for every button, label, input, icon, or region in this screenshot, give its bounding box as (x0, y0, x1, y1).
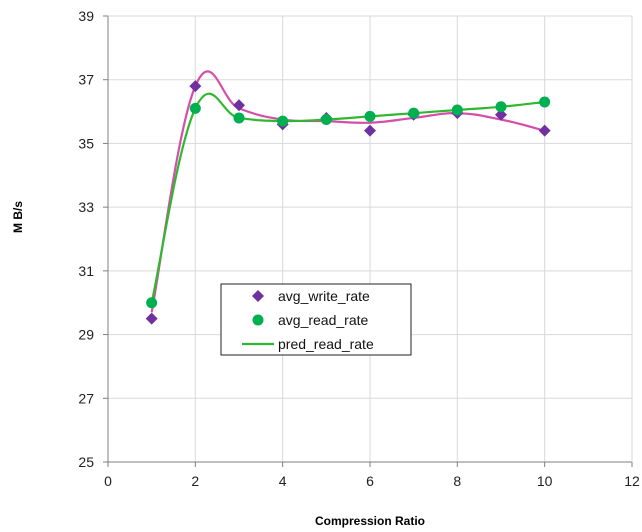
legend-marker-avg_write_rate (252, 290, 264, 302)
y-axis-title: M B/s (11, 201, 25, 233)
grid-layer (108, 15, 633, 462)
avg_write_rate-point-1 (189, 80, 202, 93)
x-tick-label-3: 6 (366, 473, 374, 489)
x-tick-label-1: 2 (191, 473, 199, 489)
y-tick-label-2: 29 (78, 327, 94, 343)
legend-label-pred_read_rate: pred_read_rate (278, 336, 374, 352)
avg_read_rate-point-2 (233, 112, 245, 124)
avg_read_rate-point-0 (146, 297, 158, 309)
avg_write_rate-point-0 (145, 312, 158, 325)
y-tick-label-1: 27 (78, 390, 94, 406)
avg_write_rate-point-9 (538, 124, 551, 137)
legend-label-avg_read_rate: avg_read_rate (278, 312, 369, 328)
avg_read_rate-point-9 (539, 96, 551, 108)
legend-items: avg_write_rate avg_read_rate pred_read_rat… (242, 288, 374, 352)
x-tick-label-0: 0 (104, 473, 112, 489)
avg_read_rate-point-6 (408, 107, 420, 119)
ticks-layer: 0 2 4 6 8 10 12 25 27 29 31 33 35 37 39 (78, 8, 640, 489)
y-tick-label-4: 33 (78, 199, 94, 215)
avg_read_rate-point-8 (495, 101, 507, 113)
avg_write_rate-point-5 (364, 124, 376, 137)
legend: avg_write_rate avg_read_rate pred_read_rat… (220, 283, 412, 356)
y-tick-label-3: 31 (78, 263, 94, 279)
x-axis-title: Compression Ratio (315, 514, 425, 528)
y-tick-label-0: 25 (78, 454, 94, 470)
markers-layer (145, 80, 551, 325)
avg_read_rate-point-7 (451, 104, 463, 116)
avg_read_rate-point-5 (364, 110, 376, 122)
avg_read_rate-point-1 (189, 102, 201, 114)
avg_read_rate-point-3 (277, 115, 289, 127)
x-tick-label-2: 4 (279, 473, 287, 489)
legend-label-avg_write_rate: avg_write_rate (278, 288, 370, 304)
x-tick-label-6: 12 (624, 473, 640, 489)
y-tick-label-6: 37 (78, 72, 94, 88)
avg_write_rate-point-8 (495, 108, 507, 121)
y-tick-label-7: 39 (78, 8, 94, 24)
avg_read_rate-point-4 (320, 114, 332, 126)
legend-marker-avg_read_rate (252, 314, 264, 326)
x-tick-label-4: 8 (453, 473, 461, 489)
y-tick-label-5: 35 (78, 135, 94, 151)
avg_write_rate-point-2 (233, 99, 245, 112)
x-tick-label-5: 10 (537, 473, 553, 489)
